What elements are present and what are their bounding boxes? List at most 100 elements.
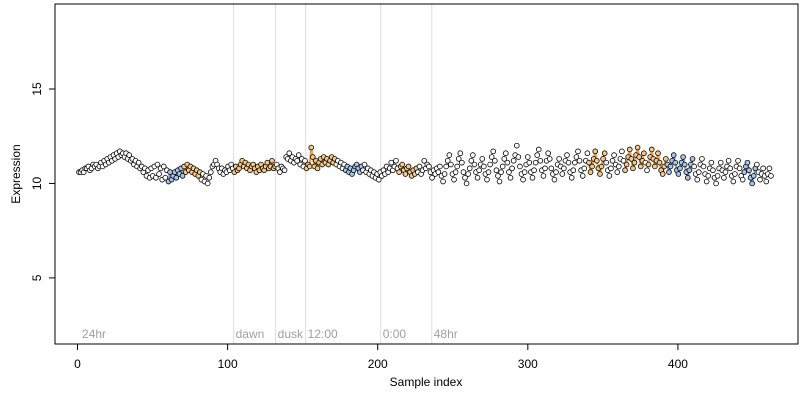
data-point [644,167,650,174]
data-point [634,144,641,151]
data-point [153,174,159,181]
data-point [459,159,465,166]
data-point [269,157,275,164]
annotations: 24hr dawn dusk 12:00 0:00 48hr [82,327,458,341]
data-point [601,150,608,157]
data-point [626,146,633,153]
data-point [487,161,493,168]
data-point [659,171,666,177]
data-point [535,146,542,153]
data-point [466,165,473,172]
y-axis: 5 10 15 [30,82,56,281]
data-point [457,150,464,157]
data-point [760,165,766,172]
data-point [589,163,595,170]
annotation-label: 48hr [434,327,458,341]
data-point [503,150,509,157]
data-point [691,163,697,170]
data-point [206,174,213,181]
data-point [763,178,770,185]
data-point [623,161,630,168]
data-point [468,157,475,164]
data-point [294,157,300,164]
data-point [744,159,751,166]
data-point [281,167,288,174]
data-point [446,152,453,158]
data-point [681,161,688,168]
data-point [675,171,682,177]
data-point [520,176,526,183]
vertical-markers [233,4,433,344]
data-point [388,159,395,166]
data-point [531,167,537,174]
data-point [485,169,492,175]
data-point [421,157,428,164]
data-point [572,159,578,166]
data-point [667,163,674,170]
data-point [437,163,443,170]
data-point [736,165,743,172]
data-point [630,165,636,172]
data-point [757,176,763,183]
data-point [584,150,591,157]
data-point [310,154,316,160]
data-point [573,154,580,160]
data-point [302,157,308,164]
annotation-label: 24hr [82,327,106,341]
annotation-label: 12:00 [308,327,338,341]
data-point [517,163,523,170]
data-point [481,163,487,170]
annotation-label: dawn [236,327,265,341]
data-point [524,154,531,160]
data-point [714,173,721,179]
data-point [443,163,449,170]
data-point [479,156,486,162]
data-point [606,173,613,179]
data-point [462,174,468,181]
data-point [579,173,586,179]
data-point [587,169,594,175]
data-point [465,171,471,177]
data-point [451,176,457,183]
data-point [556,156,562,162]
data-point [513,142,520,149]
data-point [476,167,482,174]
data-point [504,159,511,166]
data-point [551,176,558,183]
data-point [559,171,566,177]
data-point [686,167,693,174]
data-point [641,150,647,157]
data-point [490,148,497,155]
data-point [156,171,162,177]
data-point [768,173,774,179]
data-point [429,174,435,181]
data-point [699,156,705,162]
data-point [286,150,293,157]
data-point [402,171,409,177]
data-point [540,173,547,179]
x-tick-label: 0 [74,357,81,371]
data-point [308,144,315,151]
y-tick-label: 5 [30,274,44,281]
data-point [553,169,559,175]
data-point [314,165,321,172]
data-point [498,169,504,175]
data-point [603,159,610,166]
data-point [510,157,517,164]
data-point [507,174,514,181]
data-point [581,165,588,172]
data-point [534,152,540,158]
data-point [405,163,412,170]
data-point [441,171,448,177]
x-tick-label: 200 [368,357,388,371]
data-point [135,159,142,166]
data-point [717,159,724,166]
data-point [710,167,716,174]
data-point [463,180,470,187]
data-point [154,161,161,168]
data-point [666,169,672,175]
data-point [492,157,498,164]
data-point [542,165,548,172]
data-point [546,156,553,162]
